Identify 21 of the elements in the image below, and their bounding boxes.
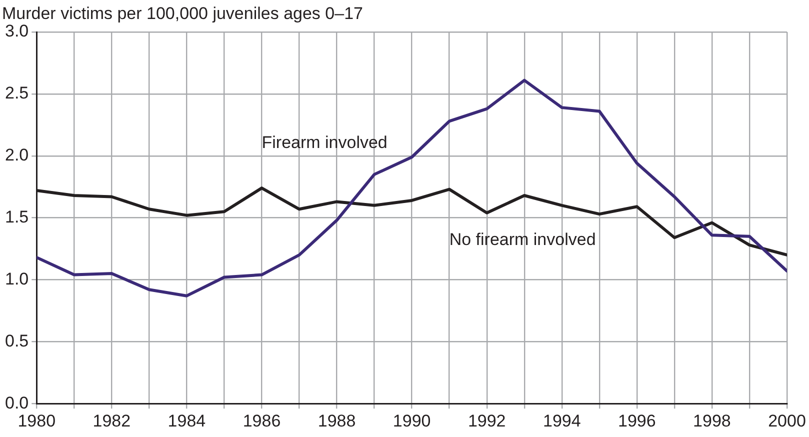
y-tick-label: 0.0 <box>4 393 29 412</box>
x-tick-label: 1980 <box>18 411 56 430</box>
x-tick-label: 1992 <box>468 411 506 430</box>
y-tick-label: 3.0 <box>4 22 29 41</box>
y-tick-label: 2.5 <box>4 84 29 103</box>
series-label: No firearm involved <box>449 230 596 249</box>
x-tick-label: 1982 <box>92 411 131 430</box>
x-tick-label: 1986 <box>242 411 281 430</box>
y-tick-label: 0.5 <box>4 331 29 350</box>
y-tick-label: 1.0 <box>4 269 29 288</box>
x-tick-label: 1998 <box>693 411 731 430</box>
x-tick-label: 1996 <box>618 411 656 430</box>
y-axis-title: Murder victims per 100,000 juveniles ages 0–17 <box>2 4 363 24</box>
series-label: Firearm involved <box>262 133 388 152</box>
x-tick-label: 1988 <box>318 411 356 430</box>
x-tick-label: 2000 <box>768 411 806 430</box>
x-tick-label: 1984 <box>168 411 206 430</box>
x-tick-label: 1990 <box>392 411 431 430</box>
y-tick-label: 1.5 <box>4 207 29 226</box>
x-tick-label: 1994 <box>542 411 581 430</box>
y-tick-label: 2.0 <box>4 146 29 165</box>
